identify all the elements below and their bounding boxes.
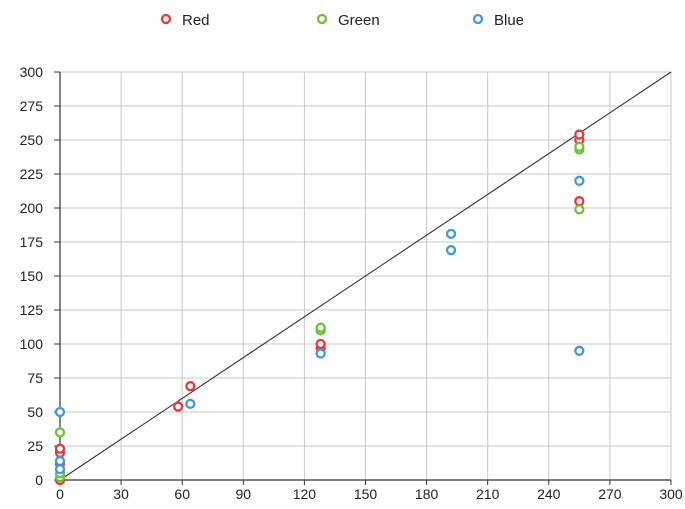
y-tick-label: 75 (27, 370, 43, 386)
data-point-red (574, 196, 585, 207)
y-tick-label: 125 (20, 302, 44, 318)
y-tick-label: 175 (20, 234, 44, 250)
y-tick-label: 50 (27, 404, 43, 420)
data-point-green (54, 427, 66, 438)
data-point-green (574, 141, 585, 152)
legend-marker-red (160, 13, 172, 25)
reference-line-layer (59, 71, 672, 481)
x-tick-label: 300 (659, 486, 683, 502)
data-point-blue (574, 345, 585, 356)
legend-label-blue: Blue (494, 12, 524, 29)
data-point-blue (54, 463, 66, 475)
data-point-blue (445, 245, 457, 256)
legend-marker-green (316, 13, 328, 25)
legend: Red Green Blue (160, 12, 524, 29)
x-tick-label: 120 (293, 486, 317, 502)
y-tick-label: 200 (20, 200, 44, 216)
data-point-red (315, 338, 326, 350)
x-tick-label: 60 (174, 486, 190, 502)
data-point-blue (185, 398, 196, 409)
data-point-green (574, 204, 585, 215)
x-tick-label: 270 (598, 486, 622, 502)
x-tick-label: 240 (537, 486, 561, 502)
y-tick-label: 275 (20, 98, 44, 114)
data-points (54, 129, 585, 486)
x-tick-label: 90 (236, 486, 252, 502)
legend-label-red: Red (182, 12, 210, 29)
y-tick-label: 25 (27, 438, 43, 454)
x-tick-label: 150 (354, 486, 378, 502)
x-tick-label: 180 (415, 486, 439, 502)
y-tick-label: 0 (35, 472, 43, 488)
data-point-red (172, 401, 184, 412)
legend-marker-blue (472, 13, 484, 25)
y-tick-label: 150 (20, 268, 44, 284)
data-point-green (315, 322, 326, 333)
y-tick-label: 300 (20, 64, 44, 80)
y-tick-label: 100 (20, 336, 44, 352)
data-point-blue (54, 455, 66, 467)
y-tick-label: 250 (20, 132, 44, 148)
legend-label-green: Green (338, 12, 380, 29)
data-point-blue (574, 175, 585, 186)
reference-line (59, 71, 672, 481)
data-point-blue (54, 406, 66, 418)
data-point-blue (315, 348, 326, 359)
x-tick-label: 30 (113, 486, 129, 502)
data-point-red (54, 443, 66, 454)
x-tick-label: 0 (56, 486, 64, 502)
data-point-red (185, 381, 196, 392)
axes: 0 30 60 90 120 150 180 210 240 270 300 0 25 50 75 100 12… (20, 64, 683, 502)
x-tick-label: 210 (476, 486, 500, 502)
data-point-red (574, 129, 585, 140)
data-point-blue (445, 228, 457, 239)
y-tick-label: 225 (20, 166, 44, 182)
